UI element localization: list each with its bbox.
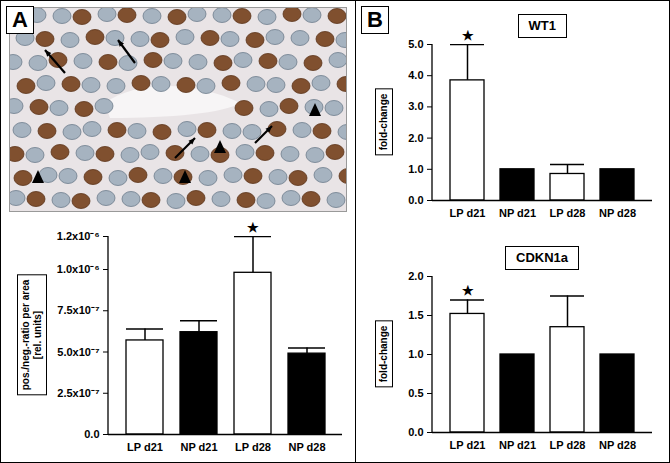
svg-text:1.0: 1.0	[408, 348, 423, 360]
svg-text:2.0: 2.0	[408, 270, 423, 282]
svg-text:5.0x10⁻⁷: 5.0x10⁻⁷	[57, 346, 100, 358]
html-text:A: A	[12, 7, 28, 32]
svg-text:LP d21: LP d21	[127, 441, 163, 453]
svg-text:7.5x10⁻⁷: 7.5x10⁻⁷	[57, 304, 100, 316]
svg-text:NP d28: NP d28	[599, 439, 636, 451]
html-text:[rel. units]: [rel. units]	[32, 310, 43, 360]
svg-text:0.5: 0.5	[408, 387, 423, 399]
svg-text:5.0: 5.0	[408, 38, 423, 50]
svg-text:★: ★	[462, 28, 474, 43]
svg-text:3.0: 3.0	[408, 100, 423, 112]
svg-text:2.5x10⁻⁷: 2.5x10⁻⁷	[57, 387, 100, 399]
svg-text:1.5: 1.5	[408, 309, 423, 321]
svg-text:LP d28: LP d28	[550, 439, 586, 451]
svg-text:NP d21: NP d21	[499, 207, 536, 219]
svg-text:2.0: 2.0	[408, 132, 423, 144]
html-text:WT1: WT1	[528, 18, 556, 33]
svg-text:★: ★	[462, 283, 474, 298]
svg-text:1.2x10⁻⁶: 1.2x10⁻⁶	[57, 230, 100, 242]
svg-text:4.0: 4.0	[408, 69, 423, 81]
svg-text:NP d28: NP d28	[288, 441, 325, 453]
svg-text:1.0: 1.0	[408, 163, 423, 175]
svg-text:NP d21: NP d21	[180, 441, 217, 453]
svg-text:NP d28: NP d28	[599, 207, 636, 219]
svg-text:LP d28: LP d28	[550, 207, 586, 219]
svg-text:LP d21: LP d21	[450, 439, 486, 451]
svg-text:LP d28: LP d28	[235, 441, 271, 453]
html-text:fold-change: fold-change	[378, 93, 389, 151]
svg-text:LP d21: LP d21	[450, 207, 486, 219]
svg-text:NP d21: NP d21	[499, 439, 536, 451]
svg-text:0.0: 0.0	[408, 194, 423, 206]
svg-text:★: ★	[247, 220, 259, 235]
html-text:pos./neg.-ratio per area: pos./neg.-ratio per area	[20, 279, 31, 391]
svg-text:0.0: 0.0	[408, 426, 423, 438]
html-text:B: B	[367, 7, 383, 32]
html-text:CDKN1a: CDKN1a	[516, 250, 568, 265]
svg-text:0.0: 0.0	[84, 428, 99, 440]
html-text:fold-change: fold-change	[378, 325, 389, 383]
svg-text:1.0x10⁻⁶: 1.0x10⁻⁶	[57, 263, 100, 275]
